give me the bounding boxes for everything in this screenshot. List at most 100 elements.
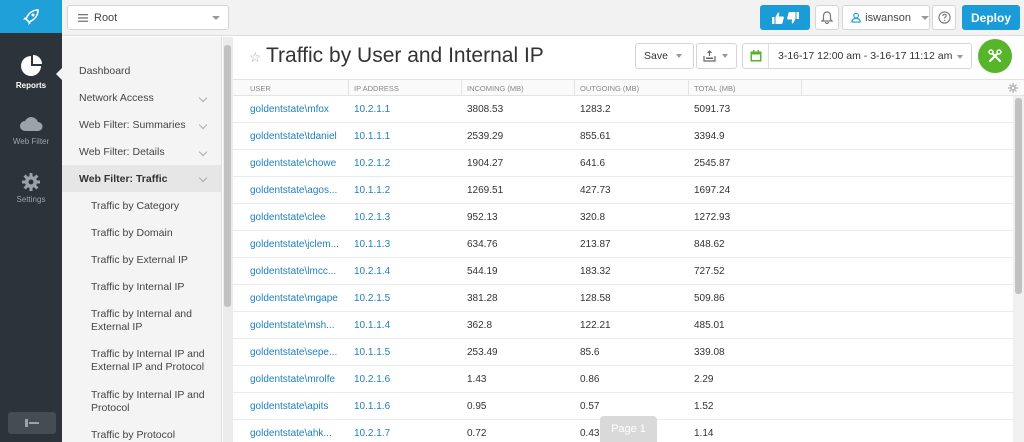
help-button[interactable] xyxy=(932,5,956,30)
column-divider xyxy=(348,80,349,96)
cell-total: 1.14 xyxy=(694,428,714,439)
deploy-button[interactable]: Deploy xyxy=(962,5,1020,30)
app-logo[interactable] xyxy=(0,0,62,33)
table-row[interactable]: goldentstate\tdaniel 10.1.1.1 2539.29 855.6… xyxy=(233,123,1013,150)
favorite-star-icon[interactable]: ☆ xyxy=(249,49,262,65)
collapse-rail-button[interactable] xyxy=(8,412,56,434)
table-row[interactable]: goldentstate\chowe 10.2.1.2 1904.27 641.6 25… xyxy=(233,150,1013,177)
cell-outgoing: 213.87 xyxy=(580,239,611,250)
cell-user[interactable]: goldentstate\mgape xyxy=(250,293,338,304)
nav-item-traffic-by-internal-and-external-ip[interactable]: Traffic by Internal and External IP xyxy=(62,308,221,334)
table-row[interactable]: goldentstate\sepe... 10.1.1.5 253.49 85.6 33… xyxy=(233,339,1013,366)
cell-user[interactable]: goldentstate\chowe xyxy=(250,158,337,169)
cell-ip-address[interactable]: 10.2.1.1 xyxy=(354,104,391,115)
cell-user[interactable]: goldentstate\msh... xyxy=(250,320,335,331)
cell-user[interactable]: goldentstate\ahk... xyxy=(250,428,332,439)
customize-report-button[interactable] xyxy=(978,39,1012,73)
column-divider xyxy=(574,80,575,96)
column-header-total[interactable]: Total (MB) xyxy=(694,84,736,93)
nav-item-network-access[interactable]: Network Access xyxy=(62,92,221,105)
cell-ip-address[interactable]: 10.1.1.5 xyxy=(354,347,391,358)
table-row[interactable]: goldentstate\agos... 10.1.1.2 1269.51 427.7… xyxy=(233,177,1013,204)
cell-outgoing: 855.61 xyxy=(580,131,611,142)
cell-user[interactable]: goldentstate\tdaniel xyxy=(250,131,337,142)
nav-scrollbar[interactable] xyxy=(223,37,233,442)
table-row[interactable]: goldentstate\ahk... 10.2.1.7 0.72 0.43 1.14 xyxy=(233,420,1013,442)
cell-total: 1272.93 xyxy=(694,212,731,223)
export-button[interactable] xyxy=(696,43,737,69)
nav-item-traffic-by-protocol[interactable]: Traffic by Protocol xyxy=(62,429,221,442)
cell-incoming: 3808.53 xyxy=(467,104,504,115)
nav-item-web-filter-traffic[interactable]: Web Filter: Traffic xyxy=(62,165,221,192)
nav-item-traffic-by-internal-external-protocol[interactable]: Traffic by Internal IP and External IP a… xyxy=(62,348,221,374)
cloud-icon xyxy=(20,117,43,131)
nav-item-web-filter-summaries[interactable]: Web Filter: Summaries xyxy=(62,119,221,132)
column-header-incoming[interactable]: Incoming (MB) xyxy=(467,84,524,93)
cell-user[interactable]: goldentstate\jclem... xyxy=(250,239,339,250)
nav-item-label: Web Filter: Summaries xyxy=(79,119,186,131)
cell-user[interactable]: goldentstate\sepe... xyxy=(250,347,338,358)
rail-settings[interactable]: Settings xyxy=(0,172,62,204)
rail-reports[interactable]: Reports xyxy=(0,54,62,90)
user-menu[interactable]: iswanson xyxy=(842,5,930,30)
cell-ip-address[interactable]: 10.2.1.6 xyxy=(354,374,391,385)
page-indicator[interactable]: Page 1 xyxy=(600,416,657,442)
chevron-down-icon xyxy=(921,15,929,20)
nav-item-web-filter-details[interactable]: Web Filter: Details xyxy=(62,146,221,159)
save-button[interactable]: Save xyxy=(635,43,694,69)
nav-item-traffic-by-internal-ip-and-protocol[interactable]: Traffic by Internal IP and Protocol xyxy=(62,389,221,415)
column-header-user[interactable]: User xyxy=(250,84,271,93)
cell-user[interactable]: goldentstate\apits xyxy=(250,401,329,412)
cell-ip-address[interactable]: 10.2.1.7 xyxy=(354,428,391,439)
cell-ip-address[interactable]: 10.1.1.4 xyxy=(354,320,391,331)
table-row[interactable]: goldentstate\clee 10.2.1.3 952.13 320.8 1272… xyxy=(233,204,1013,231)
cell-user[interactable]: goldentstate\mrolfe xyxy=(250,374,336,385)
column-header-ip-address[interactable]: IP Address xyxy=(354,84,399,93)
page-title: Traffic by User and Internal IP xyxy=(266,44,544,67)
root-select[interactable]: Root xyxy=(67,5,229,30)
root-select-value: Root xyxy=(94,11,118,24)
cell-total: 1.52 xyxy=(694,401,714,412)
cell-ip-address[interactable]: 10.1.1.2 xyxy=(354,185,391,196)
table-scrollbar-thumb[interactable] xyxy=(1015,98,1022,294)
cell-ip-address[interactable]: 10.1.1.6 xyxy=(354,401,391,412)
table-row[interactable]: goldentstate\mfox 10.2.1.1 3808.53 1283.2 50… xyxy=(233,96,1013,123)
table-row[interactable]: goldentstate\lmcc... 10.2.1.4 544.19 183.32… xyxy=(233,258,1013,285)
chevron-down-icon xyxy=(722,54,728,58)
table-row[interactable]: goldentstate\mrolfe 10.2.1.6 1.43 0.86 2.29 xyxy=(233,366,1013,393)
date-range-picker[interactable]: 3-16-17 12:00 am - 3-16-17 11:12 am xyxy=(742,43,972,69)
chevron-down-icon xyxy=(198,173,208,182)
cell-user[interactable]: goldentstate\clee xyxy=(250,212,326,223)
cell-user[interactable]: goldentstate\lmcc... xyxy=(250,266,337,277)
nav-item-traffic-by-external-ip[interactable]: Traffic by External IP xyxy=(62,254,221,267)
nav-scrollbar-thumb[interactable] xyxy=(224,45,231,307)
notifications-button[interactable] xyxy=(815,5,839,30)
rail-web-filter[interactable]: Web Filter xyxy=(0,114,62,146)
table-row[interactable]: goldentstate\mgape 10.2.1.5 381.28 128.58 50… xyxy=(233,285,1013,312)
cell-incoming: 1904.27 xyxy=(467,158,504,169)
cell-ip-address[interactable]: 10.1.1.1 xyxy=(354,131,391,142)
column-header-outgoing[interactable]: Outgoing (MB) xyxy=(580,84,640,93)
help-icon xyxy=(937,11,951,24)
cell-user[interactable]: goldentstate\agos... xyxy=(250,185,338,196)
cell-ip-address[interactable]: 10.1.1.3 xyxy=(354,239,391,250)
cell-total: 509.86 xyxy=(694,293,725,304)
cell-ip-address[interactable]: 10.2.1.2 xyxy=(354,158,391,169)
nav-item-traffic-by-internal-ip[interactable]: Traffic by Internal IP xyxy=(62,281,221,294)
nav-item-label: Traffic by Protocol xyxy=(91,429,176,441)
table-settings-icon[interactable] xyxy=(1008,83,1018,93)
cell-ip-address[interactable]: 10.2.1.3 xyxy=(354,212,391,223)
cell-ip-address[interactable]: 10.2.1.4 xyxy=(354,266,391,277)
table-row[interactable]: goldentstate\jclem... 10.1.1.3 634.76 213.8… xyxy=(233,231,1013,258)
nav-item-dashboard[interactable]: Dashboard xyxy=(62,65,221,78)
rocket-icon xyxy=(23,8,39,25)
nav-item-traffic-by-domain[interactable]: Traffic by Domain xyxy=(62,227,221,240)
cell-incoming: 0.95 xyxy=(467,401,487,412)
table-row[interactable]: goldentstate\msh... 10.1.1.4 362.8 122.21 48… xyxy=(233,312,1013,339)
cell-user[interactable]: goldentstate\mfox xyxy=(250,104,329,115)
chevron-down-icon xyxy=(675,54,682,58)
cell-ip-address[interactable]: 10.2.1.5 xyxy=(354,293,391,304)
nav-item-traffic-by-category[interactable]: Traffic by Category xyxy=(62,200,221,213)
table-scrollbar[interactable] xyxy=(1013,96,1024,442)
feedback-button[interactable] xyxy=(760,5,810,30)
